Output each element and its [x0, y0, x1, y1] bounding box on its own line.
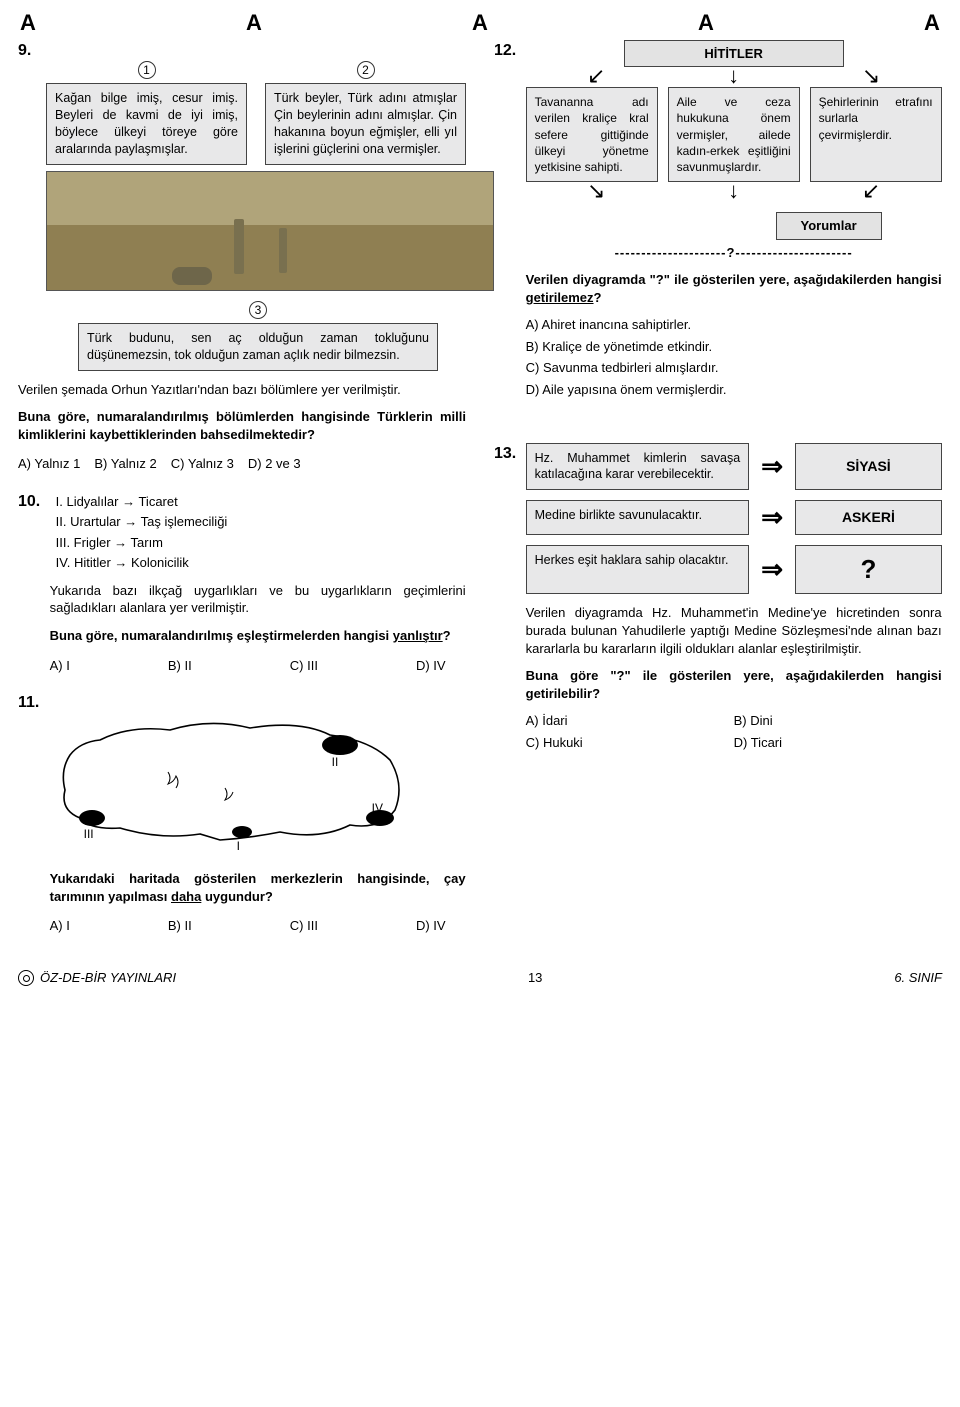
q12-arrows-down: ↙↓↘ — [526, 69, 942, 83]
q10-opt-d[interactable]: D) IV — [416, 657, 446, 675]
q11-opt-d[interactable]: D) IV — [416, 917, 446, 935]
q13-left-3: Herkes eşit haklara sahip olacaktır. — [526, 545, 750, 594]
q9-box-3: Türk budunu, sen aç olduğun zaman tokluğ… — [78, 323, 438, 371]
page-number: 13 — [528, 969, 542, 987]
q11-label-2: II — [332, 754, 339, 770]
q11-opt-a[interactable]: A) I — [50, 917, 70, 935]
two-column-layout: 9. 1 Kağan bilge imiş, cesur imiş. Beyle… — [18, 40, 942, 953]
arrow-icon: ⇒ — [757, 500, 787, 535]
q9-circ-2: 2 — [357, 61, 375, 79]
q12-dashes: ---------------------?------------------… — [526, 244, 942, 262]
q13-right-2: ASKERİ — [795, 500, 941, 535]
q10-number: 10. — [18, 491, 46, 513]
q12-opt-d[interactable]: D) Aile yapısına önem vermişlerdir. — [526, 381, 942, 399]
q12-opt-b[interactable]: B) Kraliçe de yönetimde etkindir. — [526, 338, 942, 356]
q11-para: Yukarıdaki haritada gösterilen merkezler… — [50, 870, 466, 905]
q10-list: I. Lidyalılar → Ticaret II. Urartular → … — [56, 493, 466, 572]
right-column: 12. HİTİTLER ↙↓↘ Tavananna adı verilen k… — [494, 40, 942, 953]
q12-opt-c[interactable]: C) Savunma tedbirleri almışlardır. — [526, 359, 942, 377]
header-letter: A — [470, 8, 490, 38]
grade-label: 6. SINIF — [894, 969, 942, 987]
q9-options: A) Yalnız 1 B) Yalnız 2 C) Yalnız 3 D) 2… — [18, 455, 466, 473]
q9-circ-1: 1 — [138, 61, 156, 79]
q9-opt-d[interactable]: D) 2 ve 3 — [248, 455, 301, 473]
left-column: 9. 1 Kağan bilge imiş, cesur imiş. Beyle… — [18, 40, 466, 953]
q9-number: 9. — [18, 40, 46, 62]
q12-yorum-box: Yorumlar — [776, 212, 882, 240]
q13-opt-b[interactable]: B) Dini — [734, 712, 942, 730]
q9-para-2: Buna göre, numaralandırılmış bölümlerden… — [18, 408, 466, 443]
q13-row-3: Herkes eşit haklara sahip olacaktır. ⇒ ? — [526, 545, 942, 594]
q12-box-3: Şehirlerinin etrafını surlarla çevirmişl… — [810, 87, 942, 182]
q13-para-1: Verilen diyagramda Hz. Muhammet'in Medin… — [526, 604, 942, 657]
q10-item-4: IV. Hititler → Kolonicilik — [56, 554, 466, 572]
q9-circ-3: 3 — [249, 301, 267, 319]
q11-number: 11. — [18, 692, 46, 714]
q9-opt-a[interactable]: A) Yalnız 1 — [18, 455, 80, 473]
q10-item-2: II. Urartular → Taş işlemeciliği — [56, 513, 466, 531]
q13-para-2: Buna göre "?" ile gösterilen yere, aşağı… — [526, 667, 942, 702]
q13-opt-a[interactable]: A) İdari — [526, 712, 734, 730]
q13-options: A) İdari B) Dini C) Hukuki D) Ticari — [526, 712, 942, 755]
q11-opt-c[interactable]: C) III — [290, 917, 318, 935]
q13-right-3: ? — [795, 545, 941, 594]
question-13: 13. Hz. Muhammet kimlerin savaşa katılac… — [494, 443, 942, 756]
q13-opt-d[interactable]: D) Ticari — [734, 734, 942, 752]
q9-box-2: Türk beyler, Türk adını atmışlar Çin bey… — [265, 83, 466, 165]
q12-opt-a[interactable]: A) Ahiret inancına sahiptirler. — [526, 316, 942, 334]
q10-para-2: Buna göre, numaralandırılmış eşleştirmel… — [50, 627, 466, 645]
q10-opt-b[interactable]: B) II — [168, 657, 192, 675]
arrow-icon: ⇒ — [757, 545, 787, 594]
q12-options: A) Ahiret inancına sahiptirler. B) Krali… — [526, 316, 942, 398]
q13-left-2: Medine birlikte savunulacaktır. — [526, 500, 750, 535]
header-letter: A — [696, 8, 716, 38]
q9-photo — [46, 171, 494, 291]
q11-map: II IV I III — [50, 700, 410, 860]
q12-box-1: Tavananna adı verilen kraliçe kral sefer… — [526, 87, 658, 182]
q13-opt-c[interactable]: C) Hukuki — [526, 734, 734, 752]
header-letter: A — [922, 8, 942, 38]
q9-top-boxes: 1 Kağan bilge imiş, cesur imiş. Beyleri … — [46, 61, 466, 165]
q13-left-1: Hz. Muhammet kimlerin savaşa katılacağın… — [526, 443, 750, 491]
q9-opt-c[interactable]: C) Yalnız 3 — [171, 455, 234, 473]
q12-prompt: Verilen diyagramda "?" ile gösterilen ye… — [526, 271, 942, 306]
q12-number: 12. — [494, 40, 522, 62]
q13-row-1: Hz. Muhammet kimlerin savaşa katılacağın… — [526, 443, 942, 491]
q13-row-2: Medine birlikte savunulacaktır. ⇒ ASKERİ — [526, 500, 942, 535]
q13-right-1: SİYASİ — [795, 443, 941, 491]
q11-label-3: III — [84, 826, 94, 842]
publisher-name: ÖZ-DE-BİR YAYINLARI — [40, 969, 176, 987]
q12-box-2: Aile ve ceza hukukuna önem vermişler, ai… — [668, 87, 800, 182]
q10-options: A) I B) II C) III D) IV — [50, 657, 466, 675]
page-header: A A A A A — [18, 8, 942, 38]
question-10: 10. I. Lidyalılar → Ticaret II. Urartula… — [18, 491, 466, 674]
publisher-logo-icon — [18, 970, 34, 986]
q10-item-1: I. Lidyalılar → Ticaret — [56, 493, 466, 511]
q11-opt-b[interactable]: B) II — [168, 917, 192, 935]
q10-opt-c[interactable]: C) III — [290, 657, 318, 675]
header-letter: A — [244, 8, 264, 38]
arrow-icon: ⇒ — [757, 443, 787, 491]
page-footer: ÖZ-DE-BİR YAYINLARI 13 6. SINIF — [18, 969, 942, 987]
q10-opt-a[interactable]: A) I — [50, 657, 70, 675]
q11-label-1: I — [237, 838, 240, 854]
question-12: 12. HİTİTLER ↙↓↘ Tavananna adı verilen k… — [494, 40, 942, 403]
q9-opt-b[interactable]: B) Yalnız 2 — [94, 455, 156, 473]
q9-box-1: Kağan bilge imiş, cesur imiş. Beyleri de… — [46, 83, 247, 165]
q10-item-3: III. Frigler → Tarım — [56, 534, 466, 552]
q11-label-4: IV — [372, 800, 383, 816]
header-letter: A — [18, 8, 38, 38]
question-9: 9. 1 Kağan bilge imiş, cesur imiş. Beyle… — [18, 40, 466, 473]
question-11: 11. II IV I III — [18, 692, 466, 935]
q12-boxes: Tavananna adı verilen kraliçe kral sefer… — [526, 87, 942, 182]
q13-number: 13. — [494, 443, 522, 465]
q9-para-1: Verilen şemada Orhun Yazıtları'ndan bazı… — [18, 381, 466, 399]
q10-para-1: Yukarıda bazı ilkçağ uygarlıkları ve bu … — [50, 582, 466, 617]
q11-options: A) I B) II C) III D) IV — [50, 917, 466, 935]
q12-arrows-down-2: ↘↓↙ — [526, 184, 942, 198]
